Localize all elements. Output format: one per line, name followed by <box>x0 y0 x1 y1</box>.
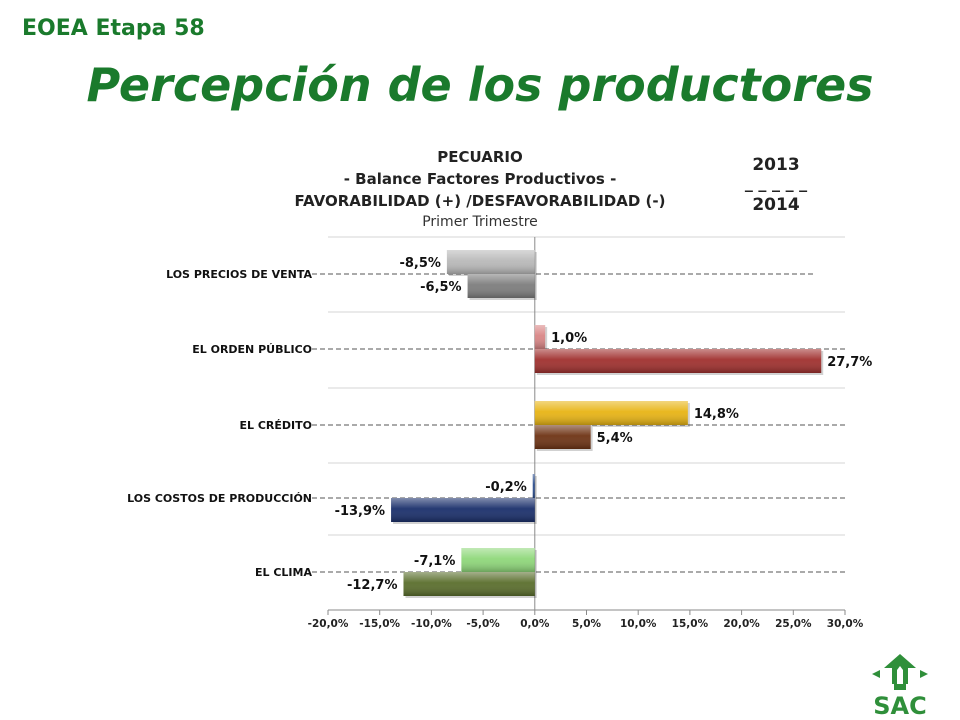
bar-highlight <box>446 250 535 274</box>
data-label: 1,0% <box>551 331 587 346</box>
data-label: -8,5% <box>399 256 440 271</box>
chart-title-line: PECUARIO <box>437 148 522 166</box>
data-label: -0,2% <box>485 480 526 495</box>
x-tick-label: 0,0% <box>520 618 550 630</box>
bar-highlight <box>534 349 822 373</box>
bar-highlight <box>467 274 535 298</box>
chart-title-line: FAVORABILIDAD (+) /DESFAVORABILIDAD (-) <box>295 192 666 210</box>
sac-logo-text: SAC <box>873 692 926 720</box>
x-tick-label: 25,0% <box>775 618 812 630</box>
category-label: LOS PRECIOS DE VENTA <box>166 268 312 281</box>
x-tick-label: 20,0% <box>723 618 760 630</box>
x-tick-label: -15,0% <box>359 618 400 630</box>
category-label: EL ORDEN PÚBLICO <box>192 343 312 356</box>
category-label: EL CLIMA <box>255 566 312 579</box>
bar-highlight <box>391 498 535 522</box>
category-label: EL CRÉDITO <box>240 419 313 432</box>
bar-highlight <box>534 425 591 449</box>
x-tick-label: -5,0% <box>466 618 500 630</box>
x-tick-label: 15,0% <box>672 618 709 630</box>
period-bottom-label: 2014 <box>752 195 799 215</box>
data-label: 5,4% <box>597 431 633 446</box>
slide-title: Percepción de los productores <box>86 58 874 112</box>
bar-highlight <box>403 572 535 596</box>
category-label: LOS COSTOS DE PRODUCCIÓN <box>127 492 312 505</box>
sac-logo: SAC <box>850 650 950 720</box>
x-tick-label: -20,0% <box>308 618 349 630</box>
bar-highlight <box>534 401 688 425</box>
chart-title-line: - Balance Factores Productivos - <box>344 170 617 188</box>
x-tick-label: -10,0% <box>411 618 452 630</box>
bar-highlight <box>532 474 535 498</box>
bar-shadow <box>534 476 537 500</box>
data-label: -12,7% <box>347 578 398 593</box>
slide-subtitle: EOEA Etapa 58 <box>22 16 205 41</box>
bar-highlight <box>534 325 546 349</box>
x-tick-label: 10,0% <box>620 618 657 630</box>
bar-highlight <box>461 548 535 572</box>
chart-subtitle: Primer Trimestre <box>422 214 538 230</box>
period-top-label: 2013 <box>752 155 799 175</box>
data-label: -7,1% <box>414 554 455 569</box>
data-label: 14,8% <box>694 407 739 422</box>
x-tick-label: 30,0% <box>827 618 864 630</box>
data-label: -13,9% <box>335 504 386 519</box>
data-label: -6,5% <box>420 280 461 295</box>
data-label: 27,7% <box>827 355 872 370</box>
period-separator: _ _ _ _ _ <box>745 173 807 192</box>
x-tick-label: 5,0% <box>572 618 602 630</box>
